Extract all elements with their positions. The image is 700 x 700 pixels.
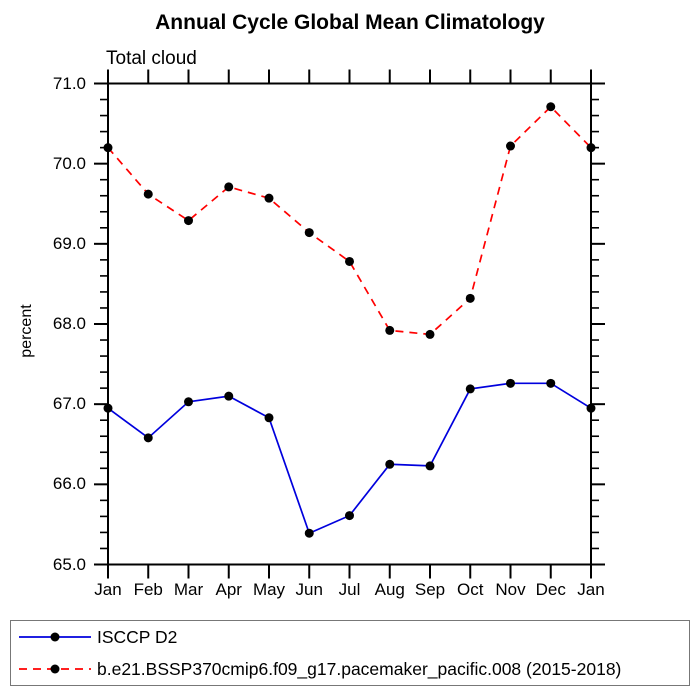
data-point-marker <box>546 378 556 388</box>
data-point-marker <box>345 256 354 266</box>
x-tick-label: Feb <box>133 580 163 599</box>
series-1 <box>103 102 596 339</box>
data-point-marker <box>103 403 113 413</box>
legend-line-sample-icon <box>19 664 91 674</box>
chart-title: Annual Cycle Global Mean Climatology <box>155 11 545 34</box>
y-minor-ticks <box>100 98 599 550</box>
data-point-marker <box>304 228 314 238</box>
data-point-marker <box>264 413 274 423</box>
legend-label: ISCCP D2 <box>97 626 178 647</box>
x-tick-label: Jan <box>577 580 605 599</box>
data-point-marker <box>586 143 596 153</box>
data-point-marker <box>224 182 234 192</box>
data-point-marker <box>465 384 475 394</box>
y-tick-label: 71.0 <box>52 73 86 93</box>
legend-label: b.e21.BSSP370cmip6.f09_g17.pacemaker_pac… <box>97 658 622 679</box>
y-major-ticks <box>94 82 605 566</box>
data-point-marker <box>385 325 395 335</box>
y-tick-label: 69.0 <box>52 233 86 253</box>
plot-area <box>94 69 605 579</box>
y-tick-label: 65.0 <box>52 554 86 574</box>
x-tick-label: Jan <box>94 580 122 599</box>
legend-item-isccp: ISCCP D2 <box>11 621 689 653</box>
series-0 <box>103 378 596 538</box>
data-point-marker <box>224 391 234 401</box>
data-point-marker <box>506 141 515 151</box>
data-point-marker <box>465 293 475 303</box>
x-tick-label: Oct <box>457 580 484 599</box>
data-point-marker <box>586 403 596 413</box>
data-point-marker <box>385 459 395 469</box>
x-tick-label: Nov <box>495 580 526 599</box>
x-tick-label: Sep <box>414 580 446 599</box>
data-point-marker <box>143 433 153 443</box>
data-point-marker <box>304 528 314 538</box>
legend-sample-marker <box>50 664 60 674</box>
x-tick-label: Jun <box>295 580 323 599</box>
legend-line-sample-icon <box>19 632 91 642</box>
data-point-marker <box>143 189 153 199</box>
data-point-marker <box>546 102 556 112</box>
data-point-marker <box>345 511 354 521</box>
series-line-0 <box>107 382 592 535</box>
y-tick-label: 67.0 <box>52 394 86 414</box>
legend-sample-marker <box>50 632 60 642</box>
y-tick-label: 70.0 <box>52 153 86 173</box>
data-point-marker <box>425 461 435 471</box>
data-point-marker <box>184 216 193 226</box>
legend: ISCCP D2 b.e21.BSSP370cmip6.f09_g17.pace… <box>10 620 690 686</box>
x-ticks <box>107 69 592 579</box>
plot-frame <box>94 69 605 579</box>
legend-item-model: b.e21.BSSP370cmip6.f09_g17.pacemaker_pac… <box>11 653 689 685</box>
y-tick-label: 66.0 <box>52 474 86 494</box>
chart-subtitle: Total cloud <box>106 48 197 69</box>
x-tick-label: May <box>252 580 286 599</box>
x-tick-label: Apr <box>215 580 242 599</box>
x-tick-label: Jul <box>338 580 361 599</box>
x-tick-label: Aug <box>374 580 405 599</box>
data-point-marker <box>103 143 113 153</box>
data-point-marker <box>264 193 274 203</box>
x-tick-label: Dec <box>535 580 566 599</box>
data-point-marker <box>184 397 193 407</box>
data-point-marker <box>425 329 435 339</box>
x-tick-label: Mar <box>173 580 204 599</box>
y-tick-label: 68.0 <box>52 314 86 333</box>
data-point-marker <box>506 378 515 388</box>
series-line-1 <box>107 105 592 336</box>
